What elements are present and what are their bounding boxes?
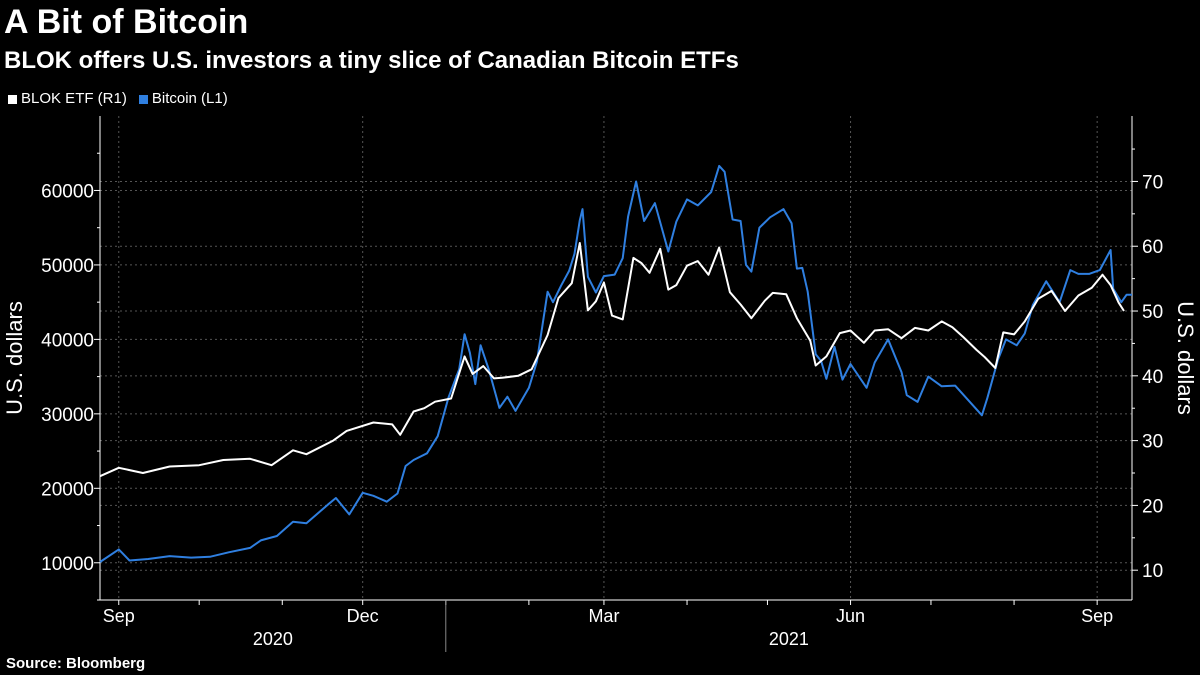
x-axis-ticks: Sep Dec Mar Jun Sep 2020 2021 <box>103 600 1113 652</box>
x-tick-label: Mar <box>588 606 619 626</box>
right-axis-title: U.S. dollars <box>1173 301 1198 415</box>
x-tick-label: Sep <box>103 606 135 626</box>
left-tick-label: 30000 <box>41 405 94 426</box>
left-tick-label: 60000 <box>41 181 94 202</box>
legend-swatch-blok <box>8 94 17 104</box>
right-tick-label: 70 <box>1142 172 1163 193</box>
gridlines <box>100 116 1132 600</box>
left-tick-label: 10000 <box>41 554 94 575</box>
legend: BLOK ETF (R1) Bitcoin (L1) <box>8 89 240 109</box>
x-year-label: 2021 <box>769 629 809 649</box>
right-tick-label: 20 <box>1142 496 1163 517</box>
legend-label-blok: BLOK ETF (R1) <box>21 90 127 107</box>
x-tick-label: Dec <box>347 606 379 626</box>
left-tick-label: 20000 <box>41 479 94 500</box>
bitcoin-line <box>99 164 1132 563</box>
legend-swatch-bitcoin <box>138 94 148 104</box>
x-tick-label: Sep <box>1081 606 1113 626</box>
left-tick-label: 40000 <box>41 330 94 351</box>
right-axis-ticks: 10 20 30 40 50 60 70 <box>1132 148 1163 582</box>
x-year-label: 2020 <box>253 629 293 649</box>
chart-title: A Bit of Bitcoin <box>4 3 249 41</box>
chart-subtitle: BLOK offers U.S. investors a tiny slice … <box>4 47 739 74</box>
left-axis-title: U.S. dollars <box>2 301 27 415</box>
right-tick-label: 50 <box>1142 302 1163 323</box>
axes <box>99 116 1133 601</box>
blok-etf-line <box>99 242 1125 478</box>
right-tick-label: 60 <box>1142 237 1163 258</box>
x-tick-label: Jun <box>836 606 865 626</box>
legend-label-bitcoin: Bitcoin (L1) <box>151 90 228 107</box>
right-tick-label: 40 <box>1142 367 1163 388</box>
series-layer <box>99 164 1132 563</box>
source-note: Source: Bloomberg <box>6 655 146 672</box>
left-tick-label: 50000 <box>41 256 94 277</box>
right-tick-label: 30 <box>1142 432 1163 453</box>
right-tick-label: 10 <box>1142 561 1163 582</box>
legend-item-bitcoin: Bitcoin (L1) <box>138 89 228 109</box>
left-axis-ticks: 10000 20000 30000 40000 50000 60000 <box>41 152 100 601</box>
legend-item-blok: BLOK ETF (R1) <box>8 89 127 109</box>
